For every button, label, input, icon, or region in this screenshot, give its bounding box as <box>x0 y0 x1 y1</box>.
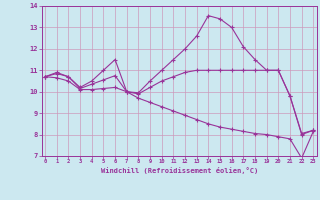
X-axis label: Windchill (Refroidissement éolien,°C): Windchill (Refroidissement éolien,°C) <box>100 167 258 174</box>
